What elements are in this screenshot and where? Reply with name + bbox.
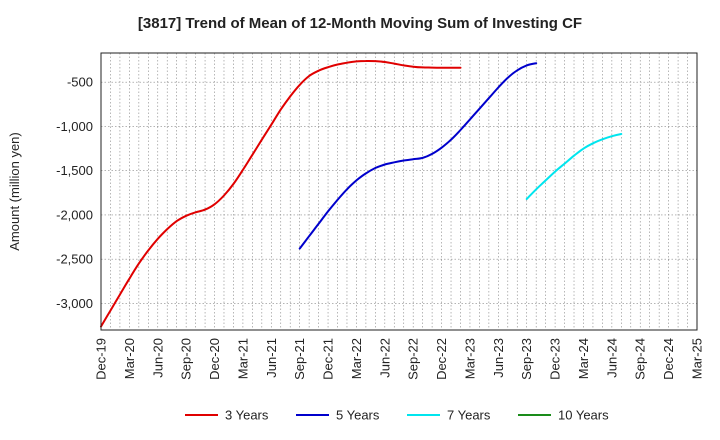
chart-title: [3817] Trend of Mean of 12-Month Moving … xyxy=(138,15,582,32)
plot-area xyxy=(101,53,697,330)
x-tick-label: Jun-24 xyxy=(604,338,619,378)
legend: 3 Years 5 Years 7 Years 10 Years xyxy=(185,408,609,423)
y-tick-label: -1,000 xyxy=(56,119,93,134)
x-tick-label: Mar-23 xyxy=(462,338,477,379)
y-axis-label: Amount (million yen) xyxy=(7,132,22,251)
y-tick-label: -2,000 xyxy=(56,207,93,222)
legend-label-10-years: 10 Years xyxy=(558,408,609,423)
series-line-3-years xyxy=(100,59,462,328)
x-tick-label: Sep-21 xyxy=(292,338,307,380)
legend-label-7-years: 7 Years xyxy=(447,408,491,423)
x-tick-label: Mar-25 xyxy=(690,338,705,379)
y-tick-label: -500 xyxy=(67,75,93,90)
x-tick-label: Mar-24 xyxy=(576,338,591,379)
x-tick-label: Dec-23 xyxy=(548,338,563,380)
series-line-7-years xyxy=(525,133,623,200)
x-tick-label: Jun-21 xyxy=(264,338,279,378)
x-tick-label: Sep-24 xyxy=(633,338,648,380)
x-tick-label: Dec-24 xyxy=(661,338,676,380)
x-tick-label: Dec-21 xyxy=(321,338,336,380)
legend-label-5-years: 5 Years xyxy=(336,408,380,423)
x-tick-label: Mar-22 xyxy=(349,338,364,379)
x-tick-label: Sep-22 xyxy=(406,338,421,380)
x-tick-label: Mar-20 xyxy=(122,338,137,379)
x-tick-label: Dec-20 xyxy=(207,338,222,380)
x-tick-label: Dec-19 xyxy=(94,338,109,380)
y-axis-ticks: -500 -1,000 -1,500 -2,000 -2,500 -3,000 xyxy=(56,75,93,311)
x-tick-label: Mar-21 xyxy=(235,338,250,379)
series-line-5-years xyxy=(298,62,538,250)
x-tick-label: Jun-23 xyxy=(491,338,506,378)
y-tick-label: -1,500 xyxy=(56,163,93,178)
y-tick-label: -3,000 xyxy=(56,296,93,311)
legend-label-3-years: 3 Years xyxy=(225,408,269,423)
x-tick-label: Sep-20 xyxy=(179,338,194,380)
x-tick-label: Dec-22 xyxy=(434,338,449,380)
x-axis-ticks: Dec-19 Mar-20 Jun-20 Sep-20 Dec-20 Mar-21 Jun-… xyxy=(94,338,705,380)
y-tick-label: -2,500 xyxy=(56,252,93,267)
x-tick-label: Jun-20 xyxy=(150,338,165,378)
x-tick-label: Jun-22 xyxy=(377,338,392,378)
series-lines xyxy=(100,59,623,328)
x-tick-label: Sep-23 xyxy=(519,338,534,380)
plot-frame xyxy=(100,52,698,331)
